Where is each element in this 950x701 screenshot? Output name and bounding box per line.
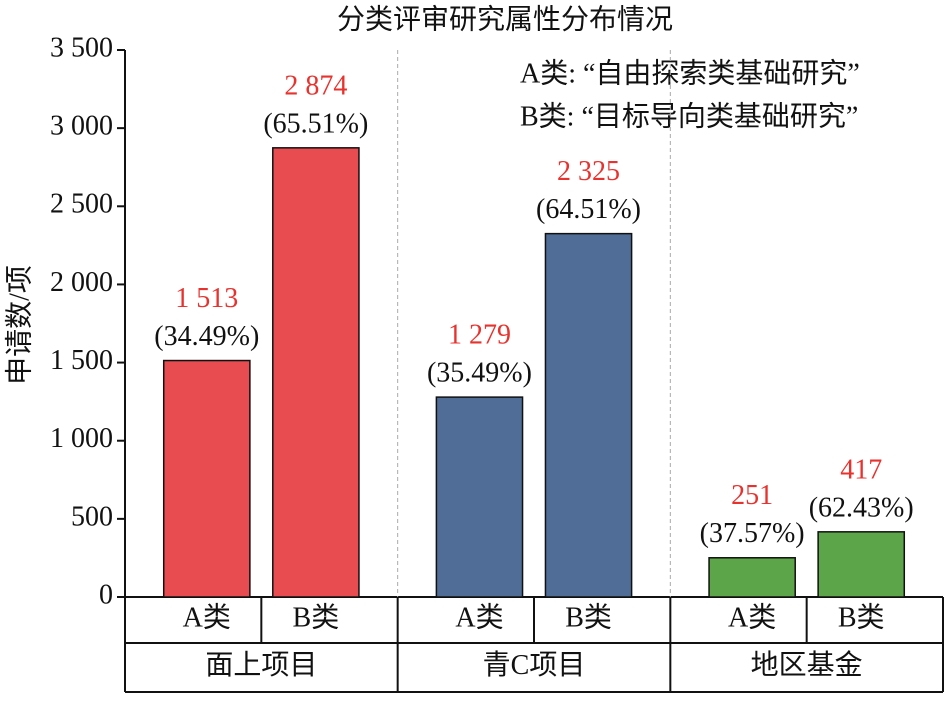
share-label: (64.51%) [536,194,641,225]
x-tick-label: A类 [183,601,231,633]
y-tick-label: 3 000 [50,111,113,142]
value-label: 1 513 [175,283,238,314]
y-axis-label: 申请数/项 [3,265,35,385]
share-label: (34.49%) [154,321,259,352]
chart-title: 分类评审研究属性分布情况 [337,3,673,35]
annotation: B类: “目标导向类基础研究” [520,100,858,132]
value-label: 1 279 [448,320,511,351]
value-label: 417 [840,454,882,485]
bar [544,232,633,598]
share-label: (65.51%) [263,108,368,139]
bar [708,557,796,598]
y-tick-label: 1 000 [50,423,113,454]
y-tick-label: 0 [99,579,113,610]
y-tick-label: 1 500 [50,345,113,376]
group-label: 青C项目 [483,649,586,681]
bar [272,147,360,598]
x-tick-label: B类 [838,601,885,633]
y-tick-label: 2 000 [50,267,113,298]
bar [817,531,906,598]
x-tick-label: B类 [565,601,612,633]
value-label: 251 [731,480,773,511]
x-tick-label: B类 [293,601,340,633]
y-tick-label: 3 500 [50,32,113,63]
value-label: 2 874 [284,70,347,101]
value-label: 2 325 [557,156,620,187]
group-label: 地区基金 [751,649,863,681]
group-label: 面上项目 [205,650,317,681]
bar [435,396,524,598]
y-tick-label: 2 500 [50,189,113,220]
share-label: (35.49%) [427,358,532,389]
bar [162,359,251,598]
annotation: A类: “自由探索类基础研究” [520,57,860,89]
share-label: (62.43%) [809,492,914,523]
x-tick-label: A类 [455,601,503,633]
share-label: (37.57%) [700,518,805,549]
y-tick-label: 500 [71,501,113,532]
x-tick-label: A类 [728,601,776,633]
